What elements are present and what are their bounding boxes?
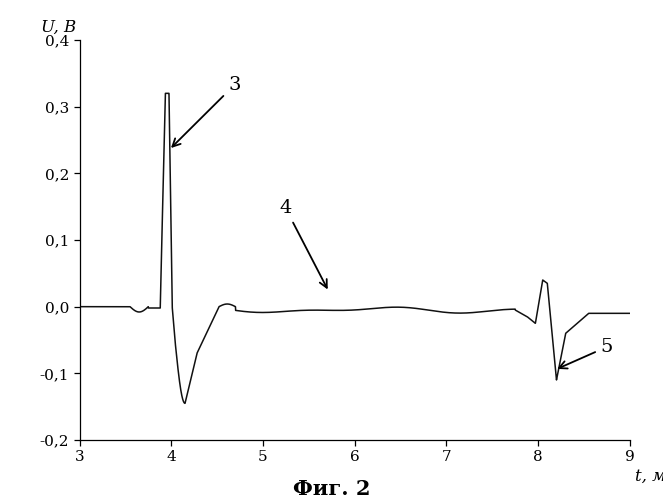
- Text: 5: 5: [559, 338, 613, 368]
- Text: Фиг. 2: Фиг. 2: [293, 479, 370, 499]
- Text: t, мкс: t, мкс: [635, 468, 663, 485]
- Text: U, В: U, В: [41, 19, 76, 36]
- Text: 3: 3: [172, 76, 241, 146]
- Text: 4: 4: [280, 200, 327, 288]
